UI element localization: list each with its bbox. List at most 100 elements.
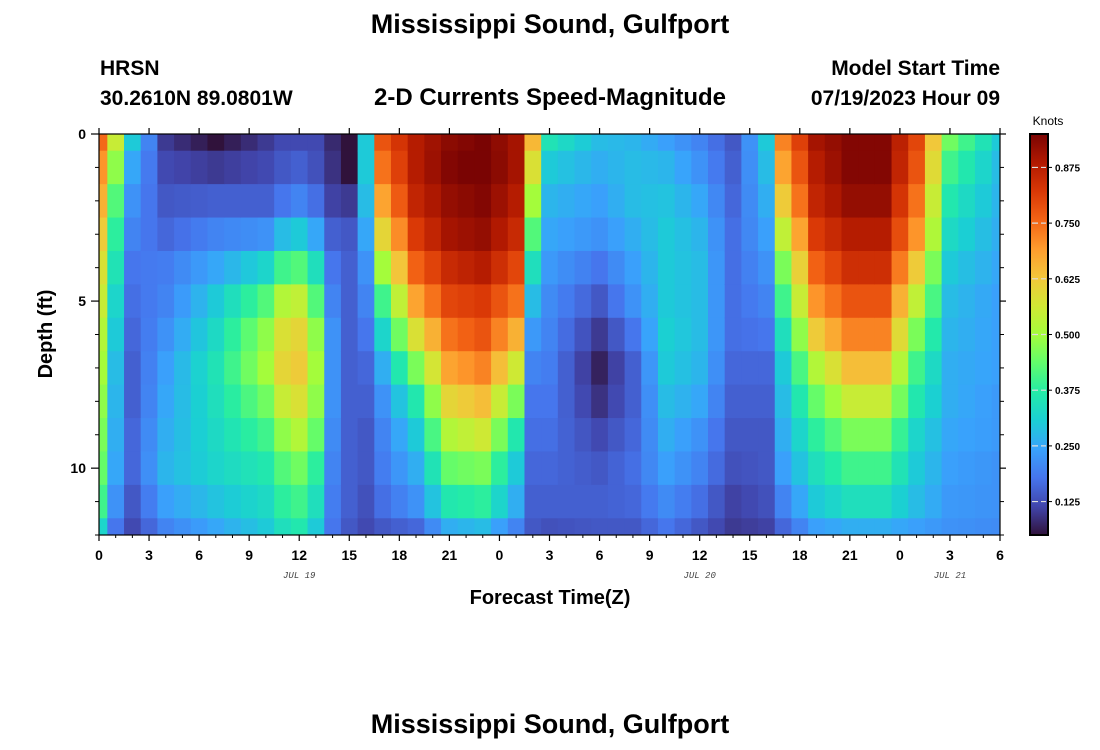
heatmap-cell xyxy=(491,150,509,185)
heatmap-cell xyxy=(307,317,325,352)
heatmap-cell xyxy=(507,384,526,419)
x-tick-label: 3 xyxy=(546,547,554,563)
heatmap-cell xyxy=(891,217,909,252)
heatmap-cell xyxy=(824,484,843,519)
heatmap-cell xyxy=(240,317,259,352)
heatmap-cell xyxy=(891,384,909,419)
heatmap-cell xyxy=(841,484,859,519)
heatmap-cell xyxy=(774,184,793,219)
heatmap-cell xyxy=(958,351,976,386)
heatmap-cell xyxy=(207,250,225,285)
heatmap-cell xyxy=(224,384,242,419)
heatmap-cell xyxy=(624,484,642,519)
heatmap-cell xyxy=(407,184,425,219)
heatmap-cell xyxy=(474,134,492,152)
heatmap-cell xyxy=(207,351,225,386)
heatmap-cell xyxy=(140,351,158,386)
heatmap-cell xyxy=(307,184,325,219)
heatmap-cell xyxy=(257,217,275,252)
heatmap-cell xyxy=(507,317,526,352)
heatmap-cell xyxy=(591,250,609,285)
heatmap-cell xyxy=(174,351,192,386)
heatmap-cell xyxy=(357,384,375,419)
heatmap-cell xyxy=(774,418,793,453)
heatmap-cell xyxy=(424,451,442,486)
heatmap-cell xyxy=(274,351,292,386)
heatmap-cell xyxy=(808,217,826,252)
heatmap-cell xyxy=(541,418,559,453)
heatmap-cell xyxy=(841,150,859,185)
heatmap-cell xyxy=(157,351,175,386)
heatmap-cell xyxy=(324,284,342,319)
heatmap-cell xyxy=(157,184,175,219)
heatmap-cell xyxy=(674,484,692,519)
heatmap-cell xyxy=(174,284,192,319)
heatmap-cell xyxy=(307,217,325,252)
heatmap-cell xyxy=(557,518,576,535)
heatmap-cell xyxy=(791,284,809,319)
heatmap-cell xyxy=(157,134,175,152)
heatmap-cell xyxy=(407,250,425,285)
heatmap-cell xyxy=(991,451,1000,486)
heatmap-cell xyxy=(524,384,542,419)
heatmap-cell xyxy=(791,418,809,453)
heatmap-cell xyxy=(691,184,709,219)
heatmap-cell xyxy=(741,384,759,419)
heatmap-cell xyxy=(774,217,793,252)
heatmap-cell xyxy=(441,284,459,319)
heatmap-cell xyxy=(557,217,576,252)
heatmap-cell xyxy=(340,150,359,185)
heatmap-cell xyxy=(99,484,108,519)
heatmap-cell xyxy=(591,217,609,252)
heatmap-cell xyxy=(390,134,409,152)
heatmap-cell xyxy=(974,518,993,535)
heatmap-cell xyxy=(774,351,793,386)
heatmap-cell xyxy=(574,351,592,386)
heatmap-cell xyxy=(99,384,108,419)
heatmap-cell xyxy=(941,184,959,219)
heatmap-cell xyxy=(591,284,609,319)
heatmap-cell xyxy=(758,351,776,386)
heatmap-cell xyxy=(491,317,509,352)
chart-title: Mississippi Sound, Gulfport xyxy=(370,9,730,39)
heatmap-cell xyxy=(474,484,492,519)
heatmap-cell xyxy=(507,351,526,386)
colorbar-tick-label: 0.875 xyxy=(1055,163,1080,174)
heatmap-cell xyxy=(924,150,943,185)
heatmap-cell xyxy=(324,250,342,285)
heatmap-cell xyxy=(858,284,876,319)
heatmap-cell xyxy=(507,484,526,519)
heatmap-cell xyxy=(541,134,559,152)
model-start-label: Model Start Time xyxy=(831,57,1000,80)
heatmap-cell xyxy=(257,184,275,219)
heatmap-cell xyxy=(407,484,425,519)
heatmap-cell xyxy=(474,250,492,285)
heatmap-cell xyxy=(124,351,142,386)
heatmap-cell xyxy=(557,317,576,352)
heatmap-cell xyxy=(841,250,859,285)
heatmap-cell xyxy=(207,150,225,185)
heatmap-cell xyxy=(224,150,242,185)
heatmap-cell xyxy=(99,284,108,319)
x-tick-label: 18 xyxy=(792,547,808,563)
heatmap-cell xyxy=(674,384,692,419)
heatmap-cell xyxy=(958,284,976,319)
heatmap-cell xyxy=(491,134,509,152)
heatmap-cell xyxy=(124,250,142,285)
heatmap-cell xyxy=(224,518,242,535)
heatmap-cell xyxy=(674,134,692,152)
heatmap-cell xyxy=(958,250,976,285)
heatmap-cell xyxy=(641,134,659,152)
heatmap-cell xyxy=(491,284,509,319)
heatmap-cell xyxy=(924,250,943,285)
heatmap-cell xyxy=(574,418,592,453)
heatmap-cell xyxy=(274,451,292,486)
heatmap-cell xyxy=(841,217,859,252)
heatmap-cell xyxy=(674,451,692,486)
heatmap-cell xyxy=(824,384,843,419)
heatmap-cell xyxy=(758,418,776,453)
heatmap-cell xyxy=(624,384,642,419)
heatmap-cell xyxy=(974,284,993,319)
heatmap-cell xyxy=(908,317,926,352)
heatmap-cell xyxy=(257,418,275,453)
